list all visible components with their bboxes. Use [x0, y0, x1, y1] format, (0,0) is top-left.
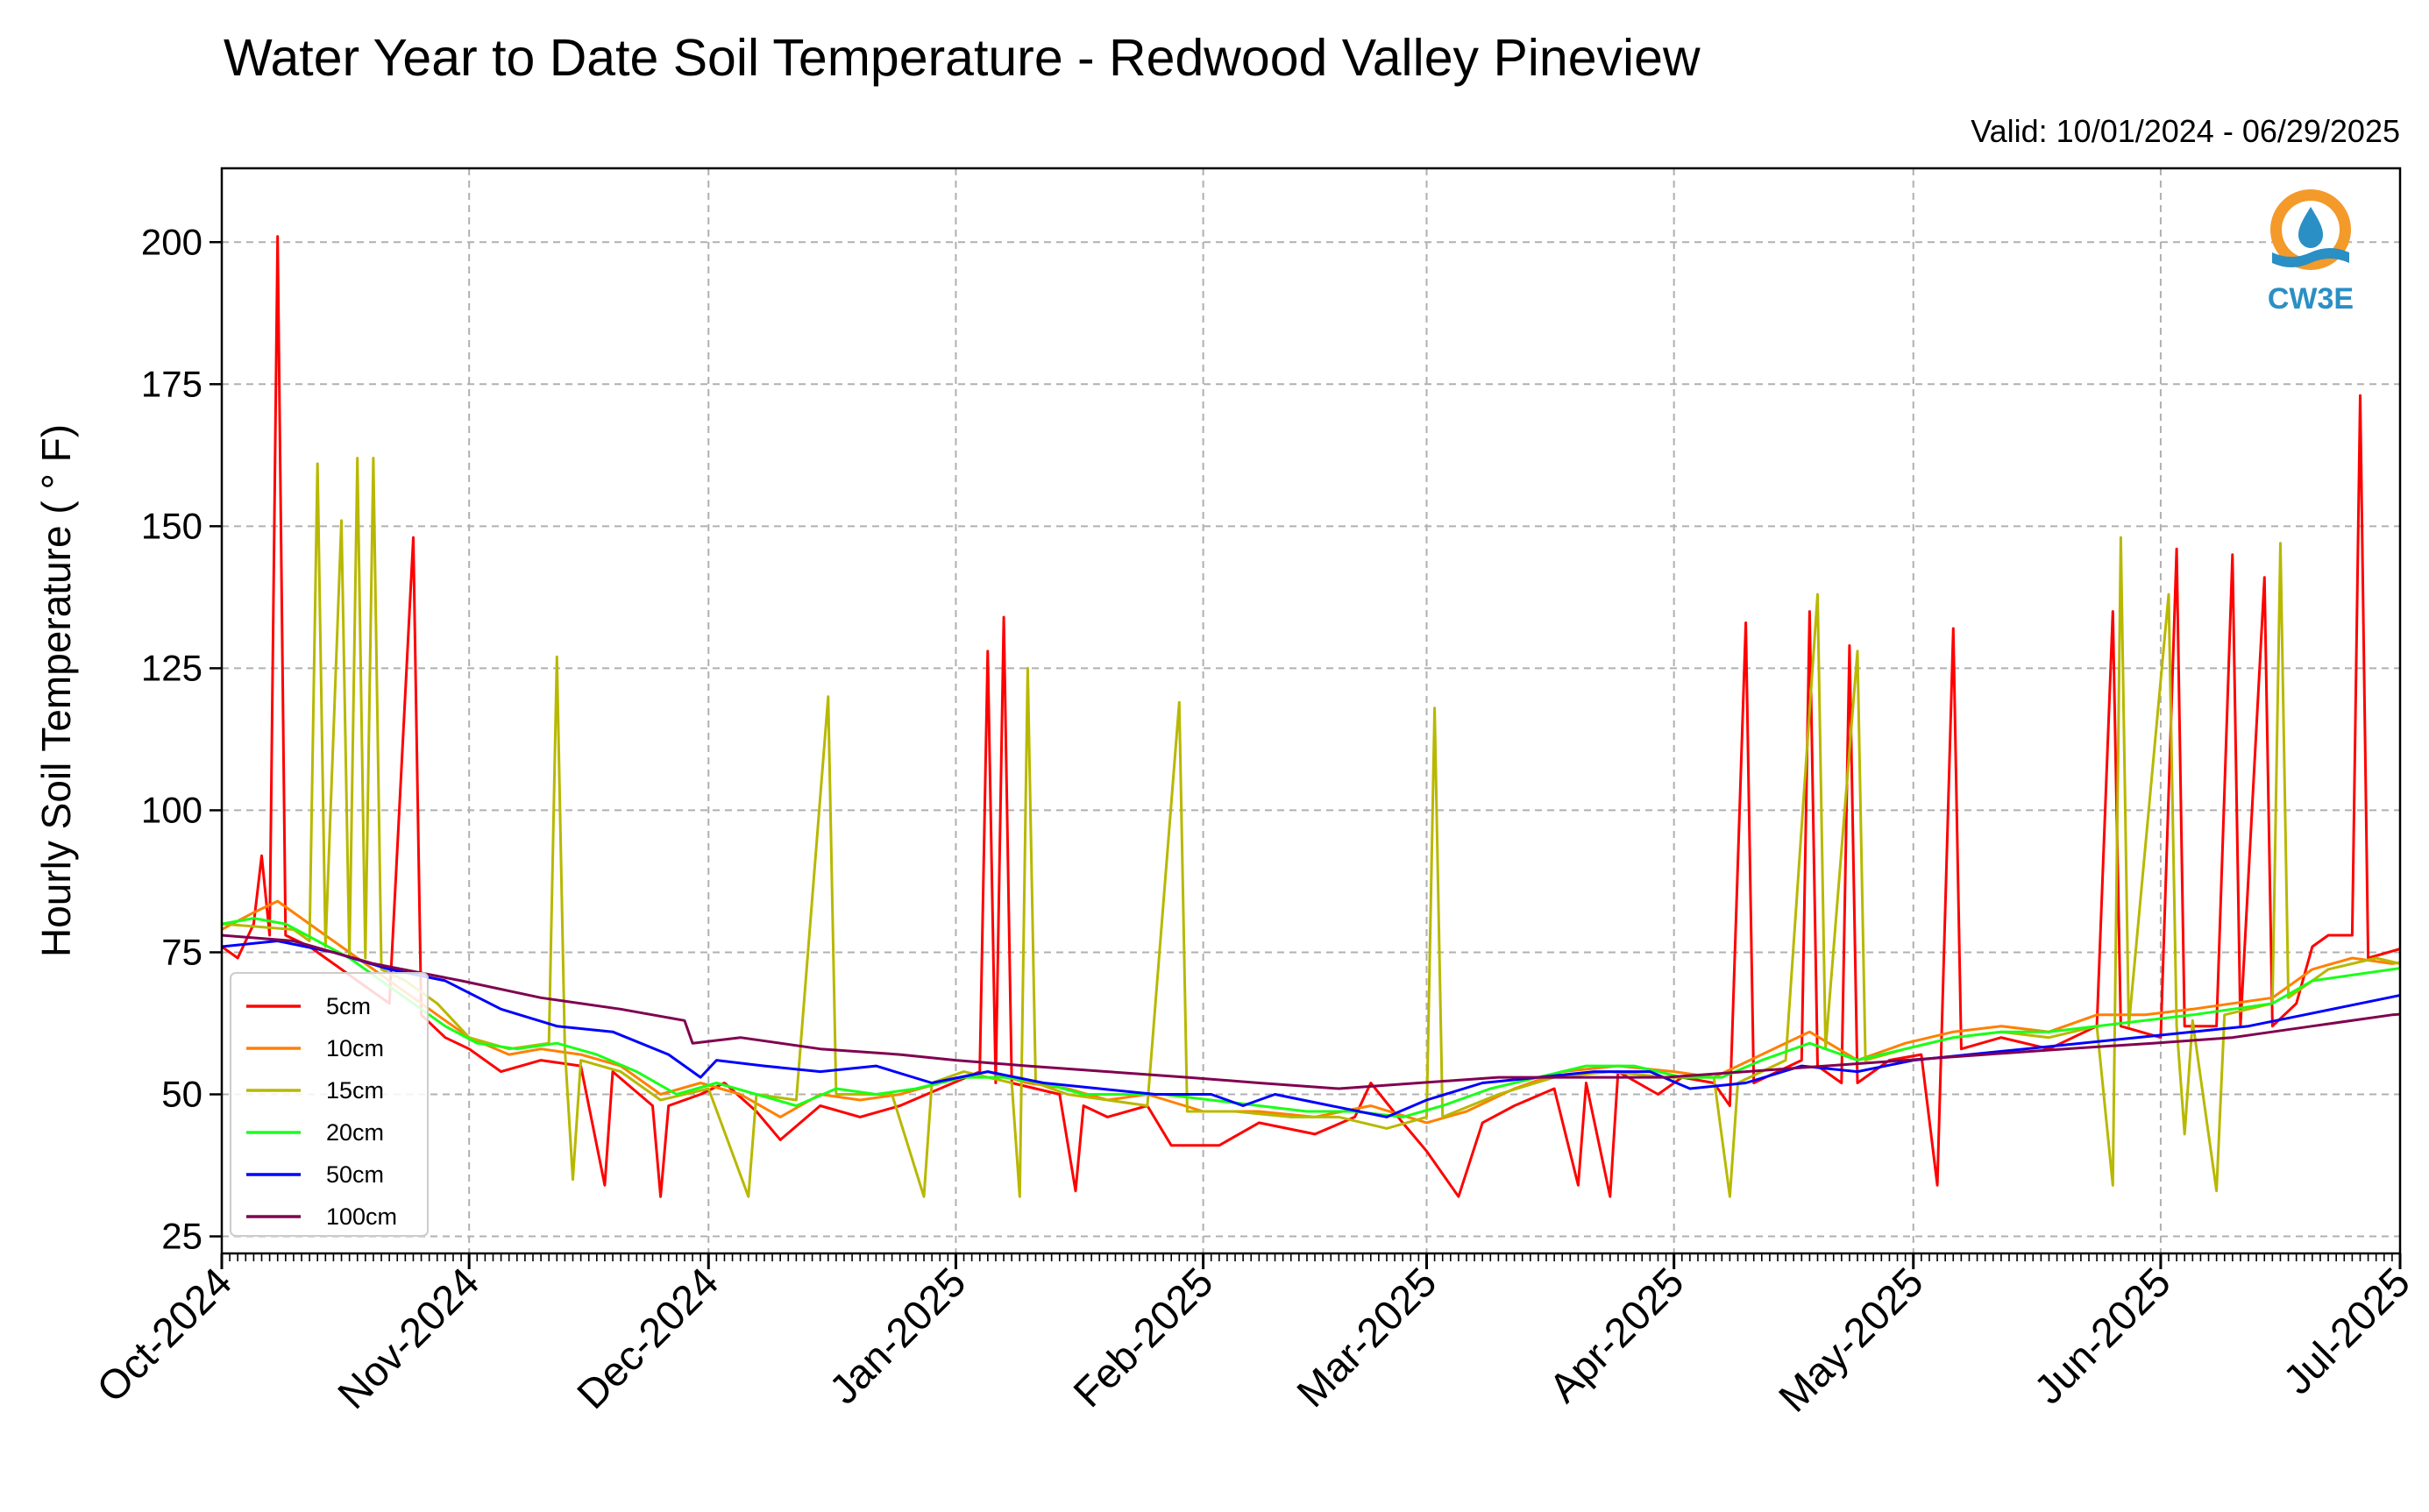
series-line-50cm: [222, 940, 2400, 1118]
logo-wave-icon: [2272, 248, 2349, 267]
y-tick-label: 150: [141, 505, 202, 546]
y-tick-label: 125: [141, 647, 202, 688]
y-tick-label: 75: [161, 931, 202, 972]
legend-label-50cm: 50cm: [326, 1161, 384, 1188]
y-tick-label: 100: [141, 789, 202, 830]
y-axis: 25 50 75 100 125 150 175 200: [141, 221, 222, 1257]
logo-text: CW3E: [2268, 282, 2354, 316]
legend-label-10cm: 10cm: [326, 1035, 384, 1061]
legend: 5cm 10cm 15cm 20cm 50cm 100cm: [230, 972, 429, 1237]
grid-lines: [222, 168, 2400, 1253]
cw3e-logo: CW3E: [2268, 189, 2354, 316]
legend-label-100cm: 100cm: [326, 1203, 397, 1230]
chart-subtitle: Valid: 10/01/2024 - 06/29/2025: [1971, 113, 2400, 149]
series-lines: [222, 235, 2400, 1198]
y-tick-label: 50: [161, 1074, 202, 1115]
y-tick-label: 25: [161, 1216, 202, 1257]
logo-drop-icon: [2298, 207, 2323, 248]
y-axis-label: Hourly Soil Temperature ( ° F): [33, 424, 79, 957]
chart-title: Water Year to Date Soil Temperature - Re…: [224, 29, 1701, 87]
legend-label-15cm: 15cm: [326, 1077, 384, 1104]
y-tick-label: 175: [141, 363, 202, 404]
legend-box: [230, 972, 429, 1237]
y-tick-label: 200: [141, 221, 202, 262]
legend-label-20cm: 20cm: [326, 1119, 384, 1146]
legend-label-5cm: 5cm: [326, 993, 371, 1019]
series-line-100cm: [222, 933, 2400, 1090]
plot-area-frame: [220, 167, 2402, 1255]
